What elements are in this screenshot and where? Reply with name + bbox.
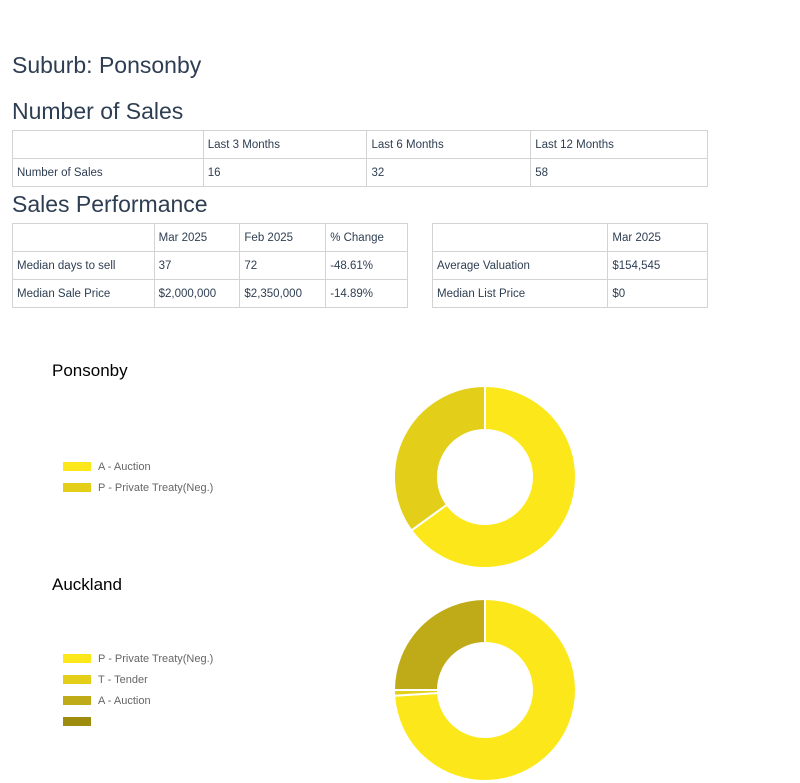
legend-swatch: [63, 462, 91, 471]
donut-chart: [393, 384, 577, 569]
table-cell: $154,545: [607, 251, 708, 280]
legend-swatch: [63, 654, 91, 663]
table-header-row: Mar 2025 Feb 2025 % Change: [12, 223, 408, 252]
table-header-row: Mar 2025: [431, 223, 708, 252]
table-header-cell: Mar 2025: [607, 223, 708, 252]
legend-item[interactable]: A - Auction: [63, 690, 213, 711]
legend-item[interactable]: A - Auction: [63, 456, 213, 477]
legend-swatch: [63, 675, 91, 684]
table-row: Median List Price $0: [431, 279, 708, 308]
table-header-cell: [431, 223, 609, 252]
chart-title: Auckland: [52, 575, 122, 594]
table-cell: $2,000,000: [153, 279, 241, 308]
table-cell: $0: [607, 279, 708, 308]
number-of-sales-heading: Number of Sales: [12, 98, 184, 124]
table-cell: -48.61%: [325, 251, 408, 280]
chart-title: Ponsonby: [52, 361, 128, 380]
sales-performance-heading: Sales Performance: [12, 191, 208, 217]
table-header-cell: [12, 130, 204, 159]
table-header-cell: % Change: [325, 223, 408, 252]
table-header-row: Last 3 Months Last 6 Months Last 12 Mont…: [12, 130, 708, 159]
table-cell: Median List Price: [431, 279, 609, 308]
legend-item[interactable]: [63, 711, 213, 732]
legend-item[interactable]: T - Tender: [63, 669, 213, 690]
donut-slice[interactable]: [392, 597, 486, 691]
table-cell: Median days to sell: [12, 251, 155, 280]
table-header-cell: Last 6 Months: [366, 130, 532, 159]
legend-label: A - Auction: [98, 460, 151, 473]
table-cell: 37: [153, 251, 241, 280]
table-header-cell: Mar 2025: [153, 223, 241, 252]
number-of-sales-table: Last 3 Months Last 6 Months Last 12 Mont…: [12, 130, 708, 187]
table-cell: 72: [239, 251, 327, 280]
donut-slice[interactable]: [393, 597, 577, 782]
table-cell: Average Valuation: [431, 251, 609, 280]
donut-slice[interactable]: [393, 384, 486, 532]
legend-item[interactable]: P - Private Treaty(Neg.): [63, 477, 213, 498]
donut-chart: [392, 597, 577, 782]
legend-label: T - Tender: [98, 673, 148, 686]
table-row: Median days to sell 37 72 -48.61%: [12, 251, 408, 280]
chart-legend: A - Auction P - Private Treaty(Neg.): [63, 456, 213, 498]
legend-item[interactable]: P - Private Treaty(Neg.): [63, 648, 213, 669]
table-header-cell: [12, 223, 155, 252]
table-row: Median Sale Price $2,000,000 $2,350,000 …: [12, 279, 408, 308]
table-cell: 58: [530, 158, 708, 187]
valuation-table: Mar 2025 Average Valuation $154,545 Medi…: [431, 223, 708, 308]
donut-slice[interactable]: [409, 384, 577, 569]
legend-label: P - Private Treaty(Neg.): [98, 652, 214, 665]
page-title: Suburb: Ponsonby: [12, 52, 202, 78]
legend-label: P - Private Treaty(Neg.): [98, 481, 214, 494]
table-row: Number of Sales 16 32 58: [12, 158, 708, 187]
sales-performance-table: Mar 2025 Feb 2025 % Change Median days t…: [12, 223, 408, 308]
table-cell: 16: [202, 158, 368, 187]
legend-swatch: [63, 717, 91, 726]
chart-legend: P - Private Treaty(Neg.) T - Tender A - …: [63, 648, 213, 732]
table-header-cell: Feb 2025: [239, 223, 327, 252]
table-cell: Median Sale Price: [12, 279, 155, 308]
table-header-cell: Last 3 Months: [202, 130, 368, 159]
table-cell: 32: [366, 158, 532, 187]
legend-label: A - Auction: [98, 694, 151, 707]
table-row: Average Valuation $154,545: [431, 251, 708, 280]
table-cell: Number of Sales: [12, 158, 204, 187]
table-cell: -14.89%: [325, 279, 408, 308]
table-cell: $2,350,000: [239, 279, 327, 308]
table-header-cell: Last 12 Months: [530, 130, 708, 159]
legend-swatch: [63, 696, 91, 705]
legend-swatch: [63, 483, 91, 492]
